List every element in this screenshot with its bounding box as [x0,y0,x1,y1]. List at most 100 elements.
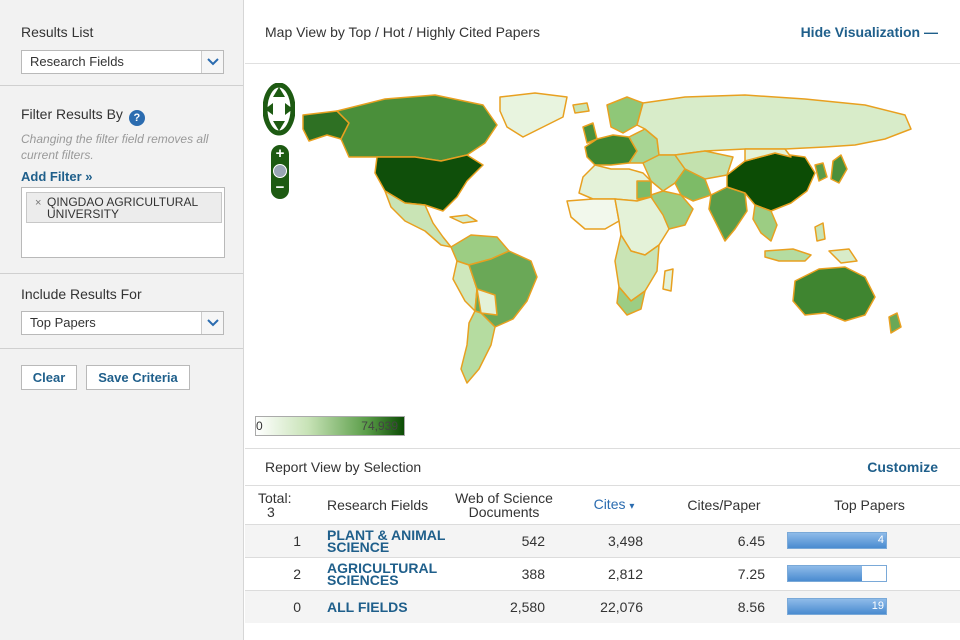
table-header-row: Total: 3 Research Fields Web of Science … [245,487,960,524]
map-country-australia[interactable] [792,266,876,322]
row-docs: 542 [449,523,559,557]
top-papers-bar: 19 [787,598,887,616]
results-list-section: Results List Research Fields [0,0,243,86]
map-zoom-control: + − [271,145,289,199]
remove-filter-icon[interactable]: × [35,197,42,209]
map-country-south-africa[interactable] [616,286,646,316]
map-country-mongolia[interactable] [744,148,792,162]
results-list-value: Research Fields [30,54,124,69]
legend-max: 74,939 [361,419,398,433]
add-filter-link[interactable]: Add Filter » [21,169,93,184]
map-country-philippines[interactable] [814,222,826,242]
legend-min: 0 [256,419,263,433]
total-label: Total: [258,490,292,507]
map-country-west-africa[interactable] [566,198,620,230]
docs-header[interactable]: Web of Science Documents [455,490,553,521]
zoom-out-icon[interactable]: − [275,179,285,196]
filter-title: Filter Results By ? [21,106,145,126]
customize-link[interactable]: Customize [867,459,938,475]
top-papers-bar-fill [788,533,886,548]
hide-visualization-link[interactable]: Hide Visualization — [800,24,938,40]
clear-button[interactable]: Clear [21,365,77,390]
cites-per-paper-header[interactable]: Cites/Paper [687,497,761,514]
cites-header[interactable]: Cites ▾ [559,487,669,524]
map-country-canada[interactable] [336,94,498,162]
row-cites-per-paper: 8.56 [669,589,779,623]
chevron-down-icon[interactable] [201,51,223,73]
top-papers-bar-fill [788,566,862,581]
map-country-india[interactable] [708,186,748,242]
top-papers-count: 4 [877,534,884,546]
map-country-egypt[interactable] [636,180,652,200]
top-papers-count: 19 [871,600,884,613]
top-papers-bar: 4 [787,532,887,549]
filter-chip-label: QINGDAO AGRICULTURAL UNIVERSITY [47,195,198,221]
map-country-japan[interactable] [830,154,848,184]
map-pan-control[interactable] [262,82,296,137]
row-rank: 0 [245,589,317,623]
top-papers-header[interactable]: Top Papers [834,497,905,514]
map-country-new-zealand[interactable] [888,312,902,334]
table-row[interactable]: 2 AGRICULTURAL SCIENCES 388 2,812 7.25 3 [245,556,960,590]
row-cites-per-paper: 7.25 [669,556,779,590]
map-color-legend: 0 74,939 [255,416,405,436]
report-header: Report View by Selection Customize [245,448,960,486]
table-row[interactable]: 1 PLANT & ANIMAL SCIENCE 542 3,498 6.45 4 [245,523,960,557]
row-docs: 2,580 [449,589,559,623]
map-country-new-guinea[interactable] [828,248,858,264]
save-criteria-button[interactable]: Save Criteria [86,365,190,390]
world-map[interactable]: + − [245,65,960,448]
map-country-bolivia[interactable] [476,288,498,316]
zoom-in-icon[interactable]: + [275,145,285,162]
field-link[interactable]: PLANT & ANIMAL SCIENCE [327,526,446,555]
total-header: Total: 3 [245,487,317,524]
row-docs: 388 [449,556,559,590]
include-section: Include Results For Top Papers [0,274,243,349]
filter-hint: Changing the filter field removes all cu… [21,132,209,162]
cites-header-label: Cites [593,495,626,512]
total-value: 3 [267,504,275,521]
results-list-label: Results List [21,24,94,40]
row-cites: 22,076 [559,589,669,623]
results-list-select[interactable]: Research Fields [21,50,224,74]
map-panel-title: Map View by Top / Hot / Highly Cited Pap… [265,24,540,40]
help-icon[interactable]: ? [128,110,145,126]
map-country-scandinavia[interactable] [606,96,644,134]
sidebar: Results List Research Fields Filter Resu… [0,0,244,640]
map-panel-header: Map View by Top / Hot / Highly Cited Pap… [245,0,960,64]
map-country-caribbean[interactable] [449,214,478,224]
map-country-southeast-asia[interactable] [752,204,778,242]
map-country-indonesia[interactable] [764,248,812,262]
top-papers-count: 3 [877,567,884,579]
field-link[interactable]: AGRICULTURAL SCIENCES [327,559,437,588]
map-country-southern-africa[interactable] [614,234,660,302]
filter-title-text: Filter Results By [21,106,123,122]
filter-section: Filter Results By ? [0,86,243,274]
globe-icon[interactable] [273,164,287,178]
field-header[interactable]: Research Fields [327,497,429,514]
chevron-down-icon[interactable] [201,312,223,334]
map-country-argentina[interactable] [460,310,496,384]
top-papers-bar: 3 [787,565,887,582]
world-map-svg[interactable] [245,65,960,448]
row-cites: 2,812 [559,556,669,590]
active-filters-box: × QINGDAO AGRICULTURAL UNIVERSITY [21,187,225,258]
row-rank: 2 [245,556,317,590]
row-cites: 3,498 [559,523,669,557]
report-table: Total: 3 Research Fields Web of Science … [245,487,960,623]
sort-down-icon[interactable]: ▾ [629,500,635,512]
table-row[interactable]: 0 ALL FIELDS 2,580 22,076 8.56 19 [245,589,960,623]
include-value: Top Papers [30,315,96,330]
map-country-russia[interactable] [636,94,912,156]
top-papers-bar-fill [788,599,886,615]
map-country-korea[interactable] [814,162,828,182]
map-country-greenland[interactable] [499,92,568,138]
filter-chip: × QINGDAO AGRICULTURAL UNIVERSITY [26,192,222,223]
map-country-madagascar[interactable] [662,268,674,292]
field-link[interactable]: ALL FIELDS [327,598,408,615]
include-label: Include Results For [21,286,142,302]
include-select[interactable]: Top Papers [21,311,224,335]
report-table-body: 1 PLANT & ANIMAL SCIENCE 542 3,498 6.45 4 2 AGR… [245,523,960,623]
map-country-iceland[interactable] [572,102,590,114]
main-panel: Map View by Top / Hot / Highly Cited Pap… [245,0,960,640]
